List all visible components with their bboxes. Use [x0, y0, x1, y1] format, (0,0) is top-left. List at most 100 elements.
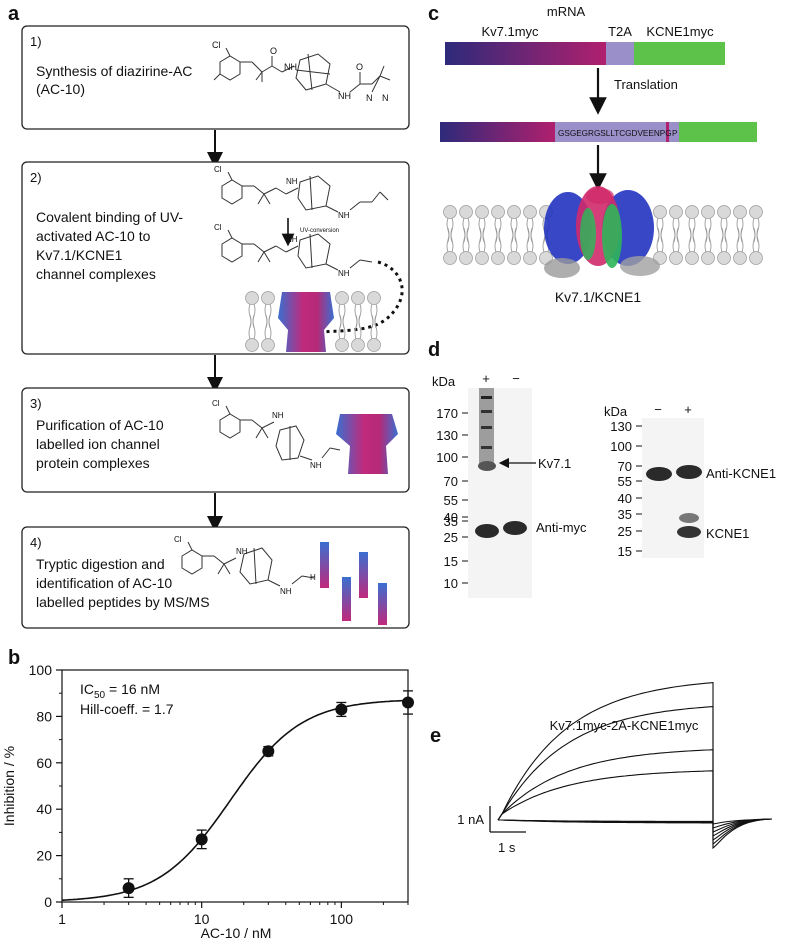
- blot1-lane-1: +: [482, 371, 490, 386]
- step-4-line-2: identification of AC-10: [36, 575, 172, 591]
- peptide-4: [378, 583, 387, 625]
- panel-e-letter: e: [430, 725, 441, 747]
- kcne1myc-label: KCNE1myc: [646, 24, 714, 39]
- ac10-structure-2a-labels: Cl NH NH: [214, 165, 350, 220]
- antikcne1-label: Anti-KCNE1: [706, 466, 776, 481]
- x-tick-label: 100: [330, 911, 354, 927]
- step-2-line-4: channel complexes: [36, 266, 156, 282]
- current-trace: [497, 706, 773, 846]
- ac10-structure-1: [213, 47, 391, 93]
- panel-b-letter: b: [8, 647, 20, 669]
- hill-annotation: Hill-coeff. = 1.7: [80, 701, 174, 717]
- svg-text:H: H: [310, 573, 316, 582]
- ac10-structure-4-labels: Cl NH NH H: [174, 535, 316, 596]
- y-tick-label: 100: [29, 662, 53, 678]
- svg-text:Cl: Cl: [214, 165, 222, 174]
- current-trace: [497, 749, 773, 841]
- kda-marker-label: 35: [444, 514, 458, 529]
- svg-text:NH: NH: [286, 235, 298, 244]
- svg-text:NH: NH: [338, 211, 350, 220]
- blot1-antimyc-band-lane2: [503, 521, 527, 535]
- data-point: [262, 745, 275, 758]
- mrna-kv71-segment: [445, 42, 606, 65]
- mrna-label: mRNA: [547, 4, 586, 19]
- svg-text:N: N: [382, 93, 389, 103]
- kda-marker-label: 40: [444, 510, 458, 525]
- svg-text:Cl: Cl: [174, 535, 182, 544]
- svg-text:NH: NH: [310, 461, 322, 470]
- dose-response-chart: 0 20 40 60 80 100 1 10 100 IC50 = 16 nM Hill-coe…: [1, 662, 414, 941]
- data-point: [335, 703, 348, 716]
- current-traces: [497, 682, 773, 850]
- blot1-membrane: [468, 388, 532, 598]
- kda-marker-label: 15: [618, 544, 632, 559]
- current-trace: [498, 818, 773, 833]
- complex-label: Kv7.1/KCNE1: [555, 289, 642, 305]
- scale-current-label: 1 nA: [457, 812, 484, 827]
- step-2-number: 2): [30, 170, 42, 185]
- svg-text:O: O: [270, 46, 277, 56]
- kv71myc-label: Kv7.1myc: [481, 24, 539, 39]
- blot2-kcne1-band-upper: [679, 513, 699, 523]
- peptide-1: [320, 542, 329, 588]
- step-1-number: 1): [30, 34, 42, 49]
- protein-p-segment: [671, 122, 679, 142]
- blot2-antikcne1-band-lane2: [676, 465, 702, 479]
- svg-text:N: N: [366, 93, 373, 103]
- kda-marker-label: 70: [618, 459, 632, 474]
- step-2-line-3: Kv7.1/KCNE1: [36, 247, 123, 263]
- kda-marker-label: 130: [610, 419, 632, 434]
- kda-marker-label: 55: [444, 493, 458, 508]
- y-tick-label: 60: [36, 755, 52, 771]
- y-tick-label: 80: [36, 708, 52, 724]
- mrna-kcne1-segment: [634, 42, 725, 65]
- protein-kv71-segment: [440, 122, 555, 142]
- svg-text:NH: NH: [280, 587, 292, 596]
- blot2-kcne1-band-lower: [677, 526, 701, 538]
- kda-marker-label: 55: [618, 474, 632, 489]
- step-3-line-1: Purification of AC-10: [36, 417, 164, 433]
- y-tick-label: 0: [44, 894, 52, 910]
- crosslink-dotted-line: [319, 260, 404, 334]
- kda-marker-label: 100: [610, 439, 632, 454]
- x-axis-label: AC-10 / nM: [201, 925, 272, 941]
- step-2-line-2: activated AC-10 to: [36, 228, 151, 244]
- step-4-box: 4) Tryptic digestion and identification …: [21, 526, 410, 629]
- protein-cleavage-mark: [666, 122, 669, 142]
- x-tick-label: 1: [58, 911, 66, 927]
- blot2-antikcne1-band-lane1: [646, 467, 672, 481]
- kda-marker-label: 25: [618, 524, 632, 539]
- step-1-box: 1) Synthesis of diazirine-AC (AC-10): [21, 25, 410, 130]
- kv71-band-label: Kv7.1: [538, 456, 571, 471]
- svg-text:NH: NH: [338, 269, 350, 278]
- protein-kcne1-segment: [679, 122, 757, 142]
- kda-marker-label: 35: [618, 507, 632, 522]
- kcne1-label: KCNE1: [706, 526, 749, 541]
- y-tick-label: 20: [36, 848, 52, 864]
- svg-text:Cl: Cl: [214, 223, 222, 232]
- kv71-kcne1-structure: [544, 186, 660, 278]
- scale-bar: [489, 806, 526, 833]
- step-4-line-1: Tryptic digestion and: [36, 556, 165, 572]
- blot1-kda-label: kDa: [432, 374, 456, 389]
- ac10-structure-2b: [221, 229, 373, 271]
- step-3-box: 3) Purification of AC-10 labelled ion ch…: [21, 387, 410, 493]
- kda-marker-label: 170: [436, 406, 458, 421]
- panel-c-letter: c: [428, 3, 439, 25]
- svg-text:Cl: Cl: [212, 40, 221, 50]
- y-axis-label: Inhibition / %: [1, 746, 17, 826]
- kda-marker-label: 40: [618, 491, 632, 506]
- antimyc-label: Anti-myc: [536, 520, 587, 535]
- step-4-line-3: labelled peptides by MS/MS: [36, 594, 210, 610]
- step-2-line-1: Covalent binding of UV-: [36, 209, 183, 225]
- step-1-line-1: Synthesis of diazirine-AC: [36, 63, 192, 79]
- ic50-annotation: IC50 = 16 nM: [80, 681, 160, 701]
- hill-fit-curve: [61, 699, 409, 901]
- kda-marker-label: 70: [444, 474, 458, 489]
- svg-text:NH: NH: [272, 411, 284, 420]
- peptide-3: [342, 577, 351, 621]
- ac10-structure-3-labels: Cl NH NH: [212, 399, 322, 470]
- channel-shape-step-3: [336, 414, 398, 474]
